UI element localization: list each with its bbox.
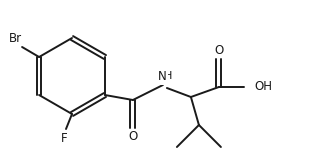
- Text: N: N: [158, 70, 166, 83]
- Text: Br: Br: [9, 31, 22, 45]
- Text: OH: OH: [254, 81, 272, 93]
- Text: O: O: [128, 131, 138, 143]
- Text: O: O: [214, 43, 223, 57]
- Text: H: H: [164, 71, 172, 81]
- Text: F: F: [61, 133, 67, 145]
